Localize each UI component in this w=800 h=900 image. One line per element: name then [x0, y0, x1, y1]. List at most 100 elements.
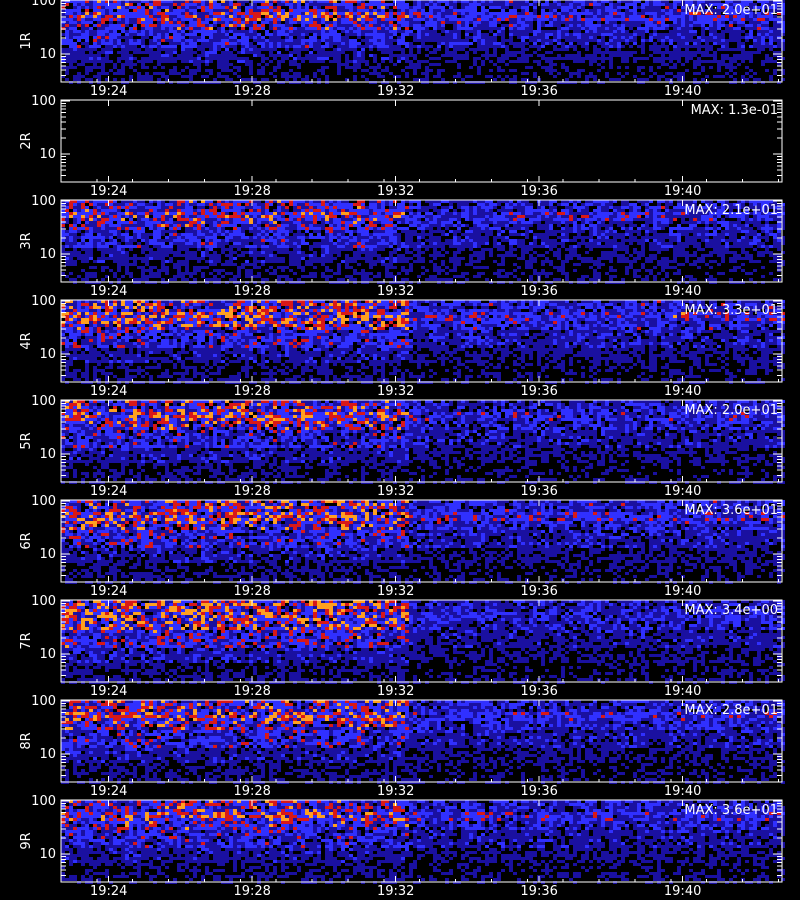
y-tick-label: 100	[31, 694, 56, 709]
panel-9R: 10 100 19:24 19:28 19:32 19:36 19:40 9R MAX: 3.6…	[19, 794, 785, 899]
heatmap-cells	[61, 500, 785, 584]
x-tick-label: 19:24	[90, 784, 127, 799]
y-tick-label: 10	[39, 547, 56, 562]
x-tick-label: 19:32	[377, 584, 414, 599]
x-tick-label: 19:32	[377, 884, 414, 899]
x-tick-label: 19:24	[90, 184, 127, 199]
panel-label: 2R	[19, 132, 34, 149]
y-tick-label: 100	[31, 94, 56, 109]
x-tick-label: 19:36	[520, 484, 557, 499]
max-label: MAX: 1.3e-01	[691, 103, 778, 118]
y-tick-label: 10	[39, 347, 56, 362]
x-tick-label: 19:24	[90, 484, 127, 499]
heatmap-cells	[61, 800, 785, 884]
x-tick-label: 19:28	[233, 684, 270, 699]
x-tick-label: 19:32	[377, 84, 414, 99]
x-tick-label: 19:36	[520, 684, 557, 699]
y-tick-label: 10	[39, 847, 56, 862]
x-tick-label: 19:36	[520, 84, 557, 99]
panel-label: 8R	[19, 732, 34, 749]
x-tick-label: 19:40	[664, 884, 701, 899]
x-tick-label: 19:36	[520, 584, 557, 599]
plot-frame	[60, 599, 783, 683]
y-tick-label: 100	[31, 494, 56, 509]
y-tick-label: 10	[39, 247, 56, 262]
y-tick-label: 10	[39, 447, 56, 462]
y-tick-label: 100	[31, 794, 56, 809]
panel-6R: 10 100 19:24 19:28 19:32 19:36 19:40 6R MAX: 3.6…	[19, 494, 785, 599]
x-tick-label: 19:28	[233, 384, 270, 399]
x-tick-label: 19:24	[90, 684, 127, 699]
x-tick-label: 19:40	[664, 484, 701, 499]
y-tick-label: 100	[31, 194, 56, 209]
max-label: MAX: 3.3e+01	[684, 303, 778, 318]
panel-4R: 10 100 19:24 19:28 19:32 19:36 19:40 4R MAX: 3.3…	[19, 294, 785, 399]
x-tick-label: 19:40	[664, 784, 701, 799]
heatmap-cells	[61, 600, 785, 684]
y-tick-label: 100	[31, 594, 56, 609]
max-label: MAX: 3.4e+00	[684, 603, 778, 618]
plot-frame	[60, 799, 783, 883]
heatmap-cells	[61, 400, 785, 484]
x-tick-label: 19:36	[520, 884, 557, 899]
plot-frame	[60, 399, 783, 483]
max-label: MAX: 2.8e+01	[684, 703, 778, 718]
y-tick-label: 100	[31, 0, 56, 9]
x-tick-label: 19:28	[233, 784, 270, 799]
x-tick-label: 19:28	[233, 84, 270, 99]
x-tick-label: 19:24	[90, 284, 127, 299]
x-tick-label: 19:28	[233, 284, 270, 299]
x-tick-label: 19:32	[377, 684, 414, 699]
panel-label: 3R	[19, 232, 34, 249]
max-label: MAX: 3.6e+01	[684, 803, 778, 818]
x-tick-label: 19:36	[520, 184, 557, 199]
x-tick-label: 19:40	[664, 384, 701, 399]
max-label: MAX: 3.6e+01	[684, 503, 778, 518]
max-label: MAX: 2.0e+01	[684, 3, 778, 18]
y-tick-label: 10	[39, 147, 56, 162]
heatmap-cells	[61, 700, 785, 784]
x-tick-label: 19:40	[664, 84, 701, 99]
x-tick-label: 19:40	[664, 684, 701, 699]
panel-label: 1R	[19, 32, 34, 49]
plot-frame	[60, 499, 783, 583]
x-tick-label: 19:24	[90, 84, 127, 99]
panel-3R: 10 100 19:24 19:28 19:32 19:36 19:40 3R MAX: 2.1…	[19, 194, 785, 299]
heatmap-cells	[61, 300, 785, 384]
panel-8R: 10 100 19:24 19:28 19:32 19:36 19:40 8R MAX: 2.8…	[19, 694, 785, 799]
x-tick-label: 19:32	[377, 284, 414, 299]
x-tick-label: 19:32	[377, 384, 414, 399]
x-tick-label: 19:32	[377, 184, 414, 199]
x-tick-label: 19:24	[90, 584, 127, 599]
plot-frame	[60, 299, 783, 383]
x-tick-label: 19:24	[90, 384, 127, 399]
x-tick-label: 19:24	[90, 884, 127, 899]
x-tick-label: 19:40	[664, 584, 701, 599]
x-tick-label: 19:40	[664, 284, 701, 299]
x-tick-label: 19:36	[520, 784, 557, 799]
panel-label: 4R	[19, 332, 34, 349]
x-tick-label: 19:32	[377, 784, 414, 799]
max-label: MAX: 2.0e+01	[684, 403, 778, 418]
plot-frame	[60, 699, 783, 783]
x-tick-label: 19:36	[520, 284, 557, 299]
y-tick-label: 10	[39, 747, 56, 762]
x-tick-label: 19:40	[664, 184, 701, 199]
plot-frame	[60, 0, 783, 83]
x-tick-label: 19:28	[233, 184, 270, 199]
y-tick-label: 10	[39, 47, 56, 62]
panel-label: 9R	[19, 832, 34, 849]
y-tick-label: 10	[39, 647, 56, 662]
y-tick-label: 100	[31, 294, 56, 309]
panel-1R: 10 100 19:24 19:28 19:32 19:36 19:40 1R MAX: 2.0…	[19, 0, 785, 99]
panel-label: 7R	[19, 632, 34, 649]
max-label: MAX: 2.1e+01	[684, 203, 778, 218]
x-tick-label: 19:36	[520, 384, 557, 399]
plot-frame	[60, 199, 783, 283]
heatmap-cells	[61, 0, 785, 84]
x-tick-label: 19:28	[233, 884, 270, 899]
y-tick-label: 100	[31, 394, 56, 409]
panel-2R: 10 100 19:24 19:28 19:32 19:36 19:40 2R MAX: 1.3…	[19, 94, 783, 199]
panel-label: 5R	[19, 432, 34, 449]
